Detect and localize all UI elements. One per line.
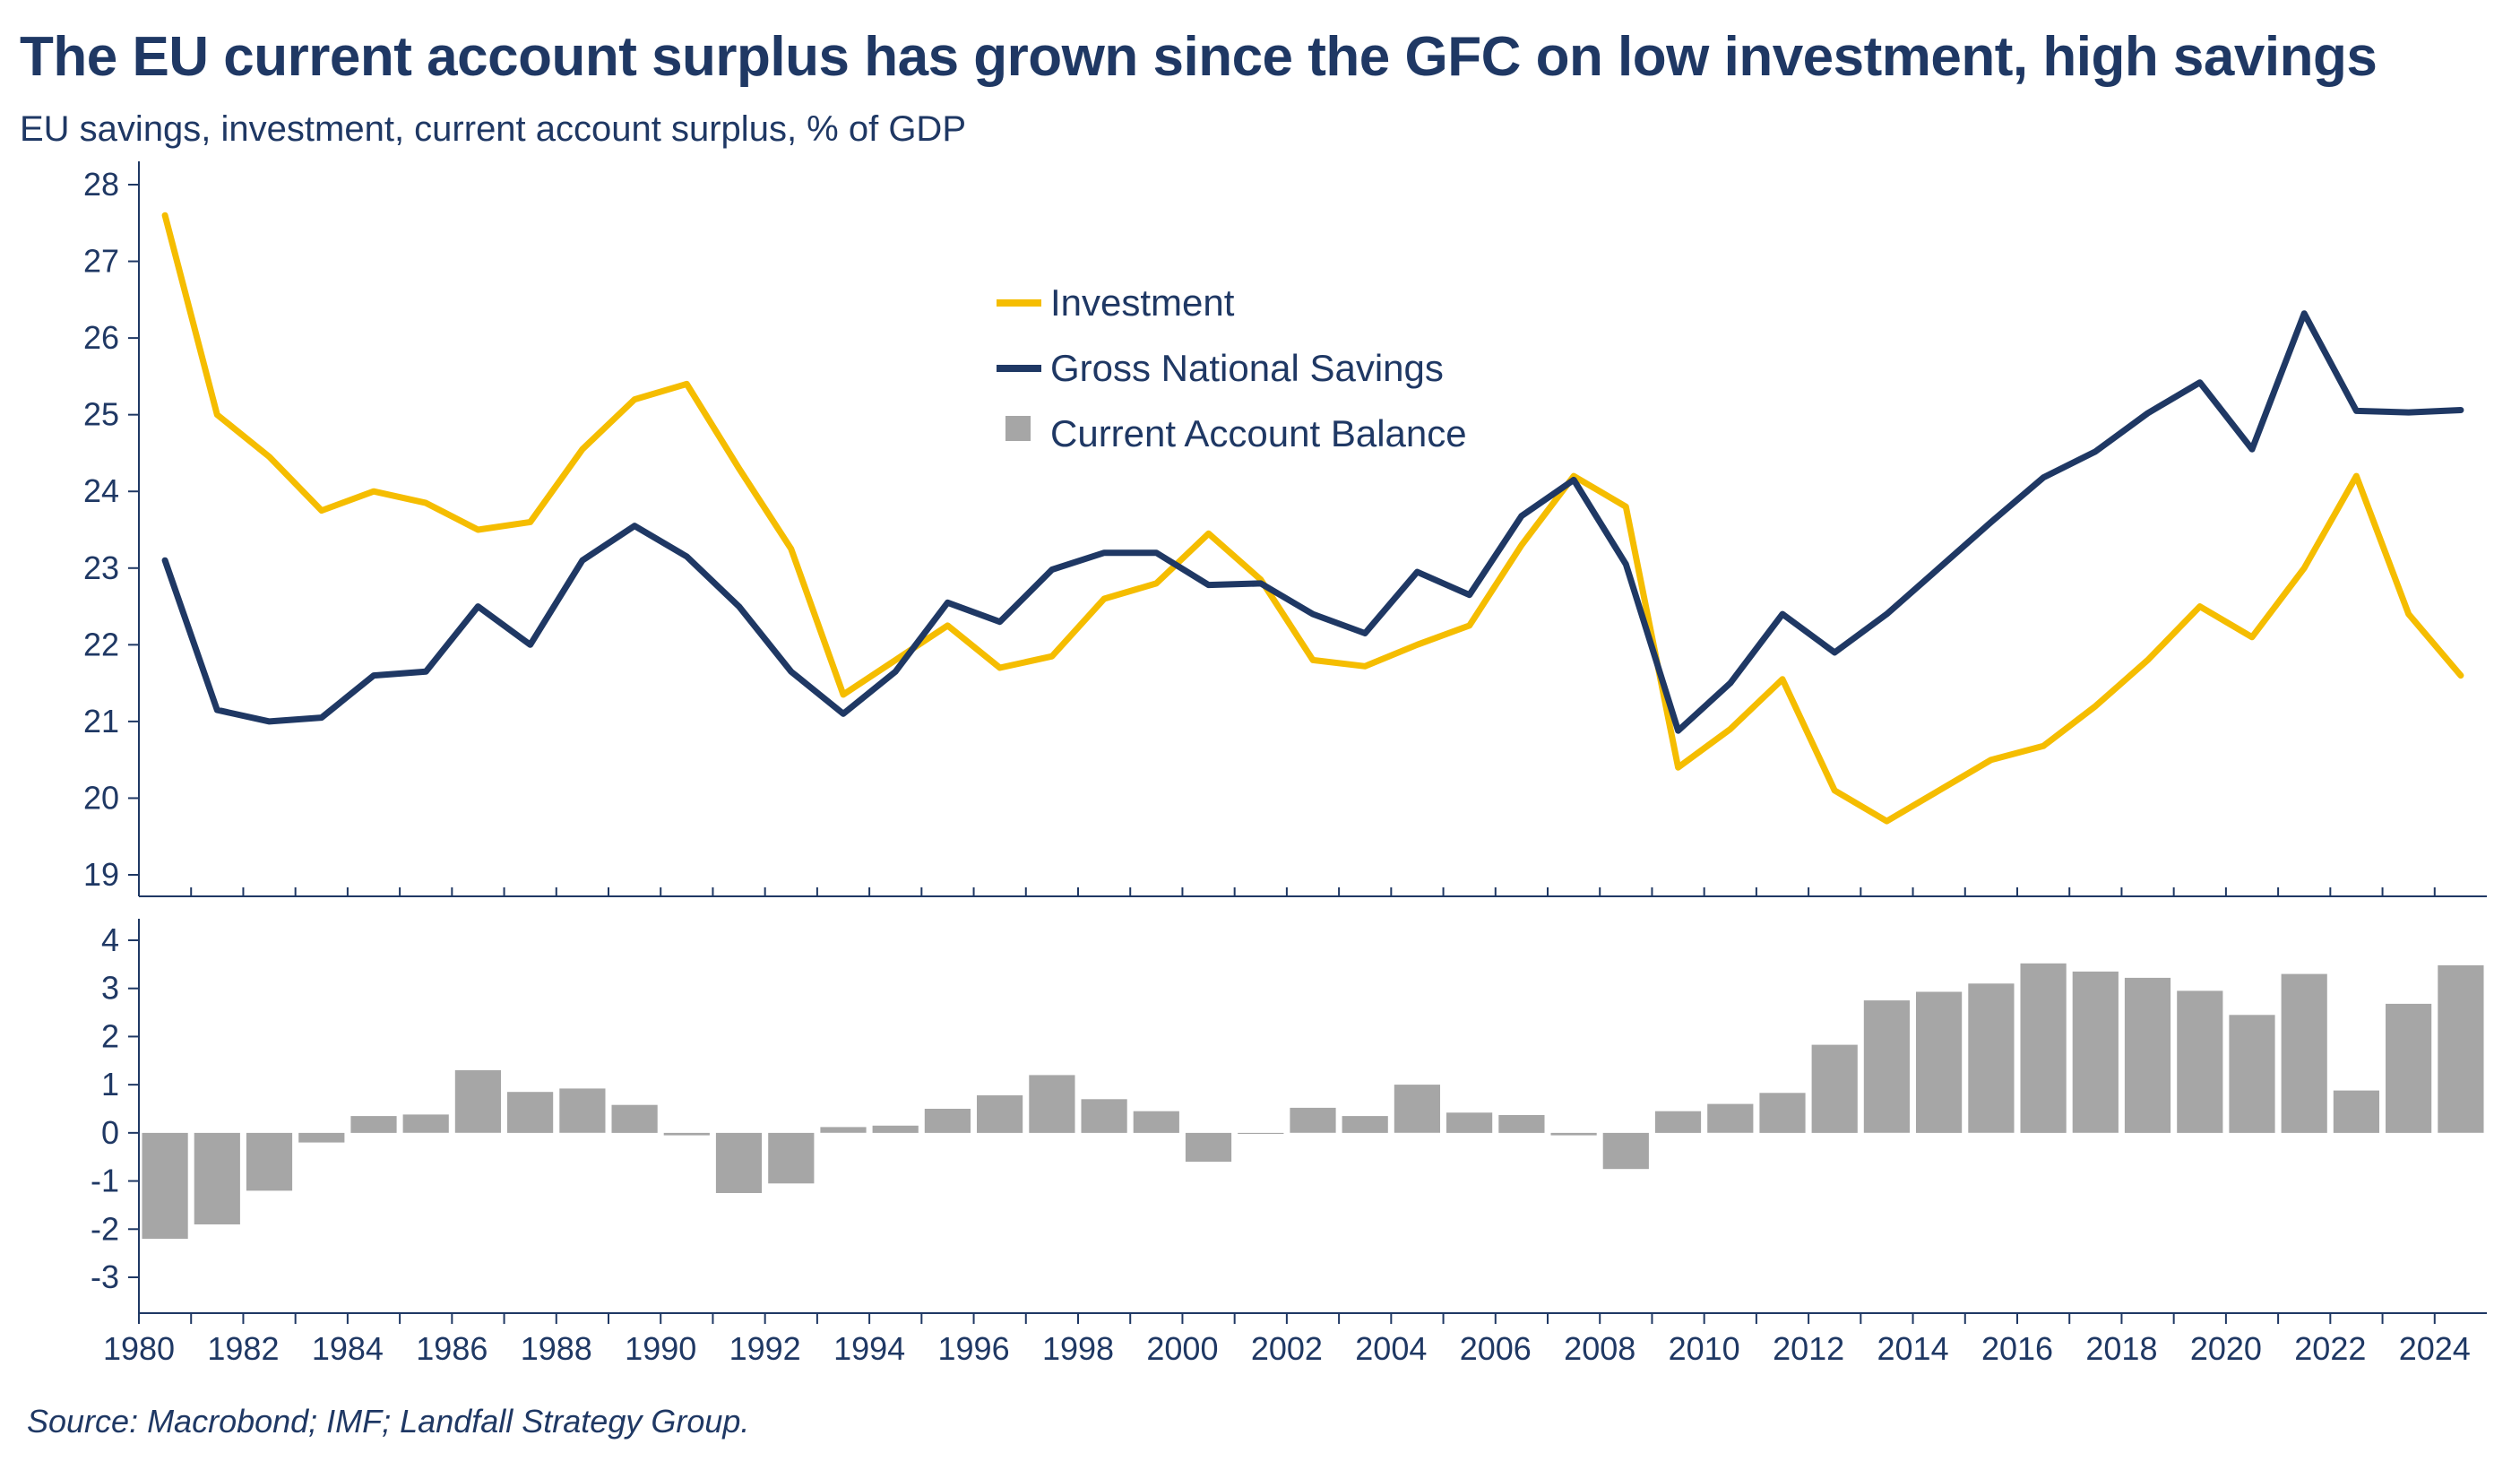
balance-bar	[1707, 1103, 1754, 1133]
balance-bar	[872, 1125, 919, 1133]
balance-bar	[663, 1132, 710, 1136]
x-tick-label: 2004	[1355, 1330, 1427, 1367]
top-y-tick-label: 20	[83, 779, 119, 816]
bottom-y-tick-label: 1	[101, 1066, 119, 1102]
balance-bar	[559, 1088, 606, 1133]
x-tick-label: 1996	[938, 1330, 1010, 1367]
x-tick-label: 2018	[2085, 1330, 2157, 1367]
balance-bar	[2333, 1090, 2379, 1133]
bottom-y-tick-label: -2	[91, 1210, 119, 1247]
balance-bar	[977, 1095, 1023, 1133]
x-tick-label: 2012	[1773, 1330, 1844, 1367]
balance-bar	[507, 1092, 554, 1133]
balance-bar	[298, 1132, 345, 1143]
top-panel: 19 20 21 22 23 24 25 26 27 28	[83, 161, 2487, 897]
bottom-y-tick-label: 3	[101, 970, 119, 1007]
x-tick-label: 2016	[1981, 1330, 2053, 1367]
bottom-y-tick-label: -3	[91, 1258, 119, 1295]
bottom-y-tick-label: 0	[101, 1114, 119, 1151]
x-tick-label: 1992	[729, 1330, 801, 1367]
x-tick-label: 1998	[1042, 1330, 1114, 1367]
balance-bar	[194, 1132, 240, 1224]
bottom-y-tick-label: 4	[101, 921, 119, 958]
balance-bar	[402, 1114, 449, 1133]
legend-label: Investment	[1050, 281, 1235, 324]
top-y-tick-label: 28	[83, 166, 119, 203]
investment-line	[161, 212, 2464, 825]
balance-bar	[820, 1127, 867, 1133]
balance-bar	[1654, 1111, 1702, 1133]
bottom-y-tick-label: -1	[91, 1163, 119, 1199]
x-tick-label: 1982	[207, 1330, 279, 1367]
balance-bar	[2386, 1003, 2432, 1133]
x-tick-label: 1988	[521, 1330, 592, 1367]
balance-bar	[924, 1109, 971, 1133]
x-tick-label: 2006	[1460, 1330, 1532, 1367]
top-y-tick-label: 25	[83, 396, 119, 433]
balance-bar	[768, 1132, 815, 1184]
balance-bar	[246, 1132, 293, 1191]
x-tick-label: 1994	[833, 1330, 905, 1367]
savings-line	[161, 310, 2464, 734]
balance-bar	[1811, 1044, 1858, 1133]
top-y-tick-label: 24	[83, 472, 119, 509]
top-y-tick-label: 21	[83, 703, 119, 739]
balance-bar	[2281, 973, 2327, 1133]
balance-bar	[1238, 1132, 1284, 1134]
balance-bar	[454, 1070, 501, 1133]
balance-bar	[1029, 1075, 1075, 1133]
source-note: Source: Macrobond; IMF; Landfall Strateg…	[27, 1403, 750, 1440]
x-tick-label: 2000	[1146, 1330, 1218, 1367]
balance-bar	[1446, 1112, 1493, 1133]
balance-bar	[2020, 963, 2067, 1133]
x-tick-label: 2022	[2294, 1330, 2366, 1367]
bottom-panel: -3 -2 -1 0 1 2 3 4 1980 1982 1984 1986 1988 1990 1992 1…	[91, 919, 2487, 1367]
balance-bar	[1290, 1107, 1336, 1133]
balance-bar	[2438, 964, 2484, 1133]
balance-bar	[1968, 983, 2015, 1133]
x-tick-label: 2008	[1564, 1330, 1635, 1367]
balance-bar	[1133, 1111, 1179, 1133]
x-tick-label: 2024	[2399, 1330, 2471, 1367]
legend: Investment Gross National Savings Current …	[997, 281, 1467, 454]
legend-label: Gross National Savings	[1050, 347, 1444, 389]
balance-bar	[1602, 1132, 1649, 1170]
x-tick-label: 1986	[416, 1330, 488, 1367]
x-tick-label: 2014	[1877, 1330, 1949, 1367]
x-tick-label: 2002	[1251, 1330, 1323, 1367]
balance-bar	[1863, 1000, 1910, 1133]
top-y-tick-label: 27	[83, 243, 119, 280]
chart-title: The EU current account surplus has grown…	[20, 26, 2378, 88]
x-tick-label: 2010	[1669, 1330, 1740, 1367]
balance-bar	[1916, 991, 1963, 1133]
balance-bar	[715, 1132, 763, 1193]
x-tick-label: 1980	[103, 1330, 175, 1367]
balance-bar	[1342, 1116, 1388, 1133]
x-tick-label: 1990	[625, 1330, 696, 1367]
balance-bar	[350, 1116, 397, 1133]
chart-subtitle: EU savings, investment, current account …	[20, 109, 966, 149]
balance-bar	[1394, 1085, 1440, 1133]
top-y-tick-label: 22	[83, 626, 119, 662]
x-tick-label: 1984	[312, 1330, 384, 1367]
top-y-tick-label: 23	[83, 549, 119, 586]
top-y-tick-label: 26	[83, 319, 119, 356]
balance-bar	[611, 1104, 658, 1133]
balance-bar	[2124, 977, 2171, 1133]
top-y-tick-label: 19	[83, 856, 119, 893]
x-tick-label: 2020	[2190, 1330, 2262, 1367]
balance-bar	[2177, 990, 2223, 1133]
balance-bar	[142, 1132, 188, 1240]
bottom-y-tick-label: 2	[101, 1017, 119, 1054]
balance-bar	[1759, 1093, 1806, 1133]
legend-label: Current Account Balance	[1050, 412, 1467, 454]
legend-balance-swatch	[1005, 416, 1031, 441]
balance-bar	[2072, 971, 2119, 1133]
balance-bar	[1550, 1132, 1597, 1136]
balance-bar	[2229, 1015, 2275, 1133]
balance-bar	[1081, 1099, 1127, 1133]
balance-bar	[1498, 1115, 1545, 1133]
balance-bar	[1185, 1132, 1232, 1163]
